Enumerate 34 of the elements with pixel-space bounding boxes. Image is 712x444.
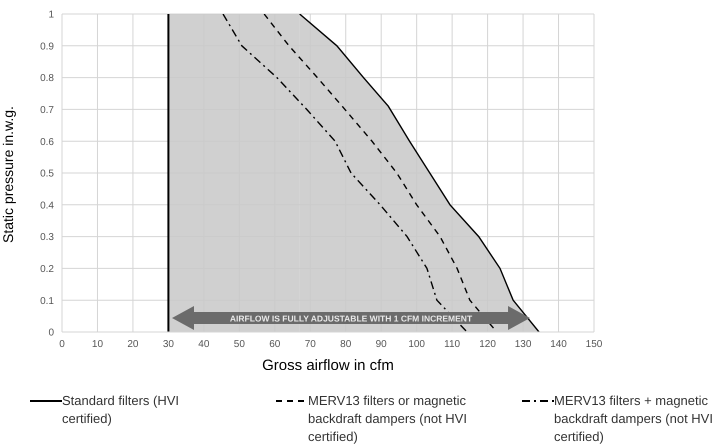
y-tick-label: 0.8 <box>40 73 54 84</box>
y-tick-label: 0.9 <box>40 41 54 52</box>
y-tick-label: 0.5 <box>40 168 54 180</box>
x-axis-title: Gross airflow in cfm <box>262 357 394 374</box>
x-tick-label: 100 <box>408 339 426 350</box>
annotation: AIRFLOW IS FULLY ADJUSTABLE WITH 1 CFM INCREMENT <box>230 314 474 324</box>
double-arrow: AIRFLOW IS FULLY ADJUSTABLE WITH 1 CFM INCREMENT <box>172 306 530 330</box>
y-tick-label: 0.4 <box>40 200 54 212</box>
y-tick-label: 0.2 <box>40 264 54 275</box>
y-tick-label: 0.6 <box>40 136 54 148</box>
legend-label: MERV13 filters + magnetic backdraft dampers (not HVI certified) <box>554 392 712 444</box>
x-tick-label: 80 <box>340 339 352 350</box>
x-tick-label: 60 <box>269 339 281 350</box>
y-tick-label: 0 <box>48 328 54 339</box>
x-tick-label: 50 <box>234 339 246 350</box>
x-tick-label: 40 <box>198 339 210 350</box>
y-axis-title: Static pressure in.w.g. <box>0 106 16 243</box>
x-tick-label: 130 <box>514 339 532 350</box>
x-tick-label: 140 <box>550 339 568 350</box>
x-tick-label: 0 <box>59 339 66 350</box>
y-tick-label: 0.3 <box>40 232 54 244</box>
x-tick-label: 70 <box>304 339 316 350</box>
x-tick-label: 110 <box>444 339 461 350</box>
y-tick-label: 1 <box>48 10 54 21</box>
legend-label: Standard filters (HVI certified) <box>62 392 180 428</box>
x-tick-label: 150 <box>586 339 603 350</box>
legend-label: MERV13 filters or magnetic backdraft dampers (not HVI certified) <box>308 392 468 444</box>
x-tick-label: 120 <box>479 339 496 350</box>
x-tick-label: 10 <box>92 339 104 350</box>
x-tick-label: 90 <box>376 339 388 350</box>
x-tick-label: 20 <box>127 339 139 350</box>
y-tick-label: 0.1 <box>40 296 54 307</box>
y-tick-label: 0.7 <box>40 104 54 116</box>
x-tick-label: 30 <box>162 339 174 350</box>
